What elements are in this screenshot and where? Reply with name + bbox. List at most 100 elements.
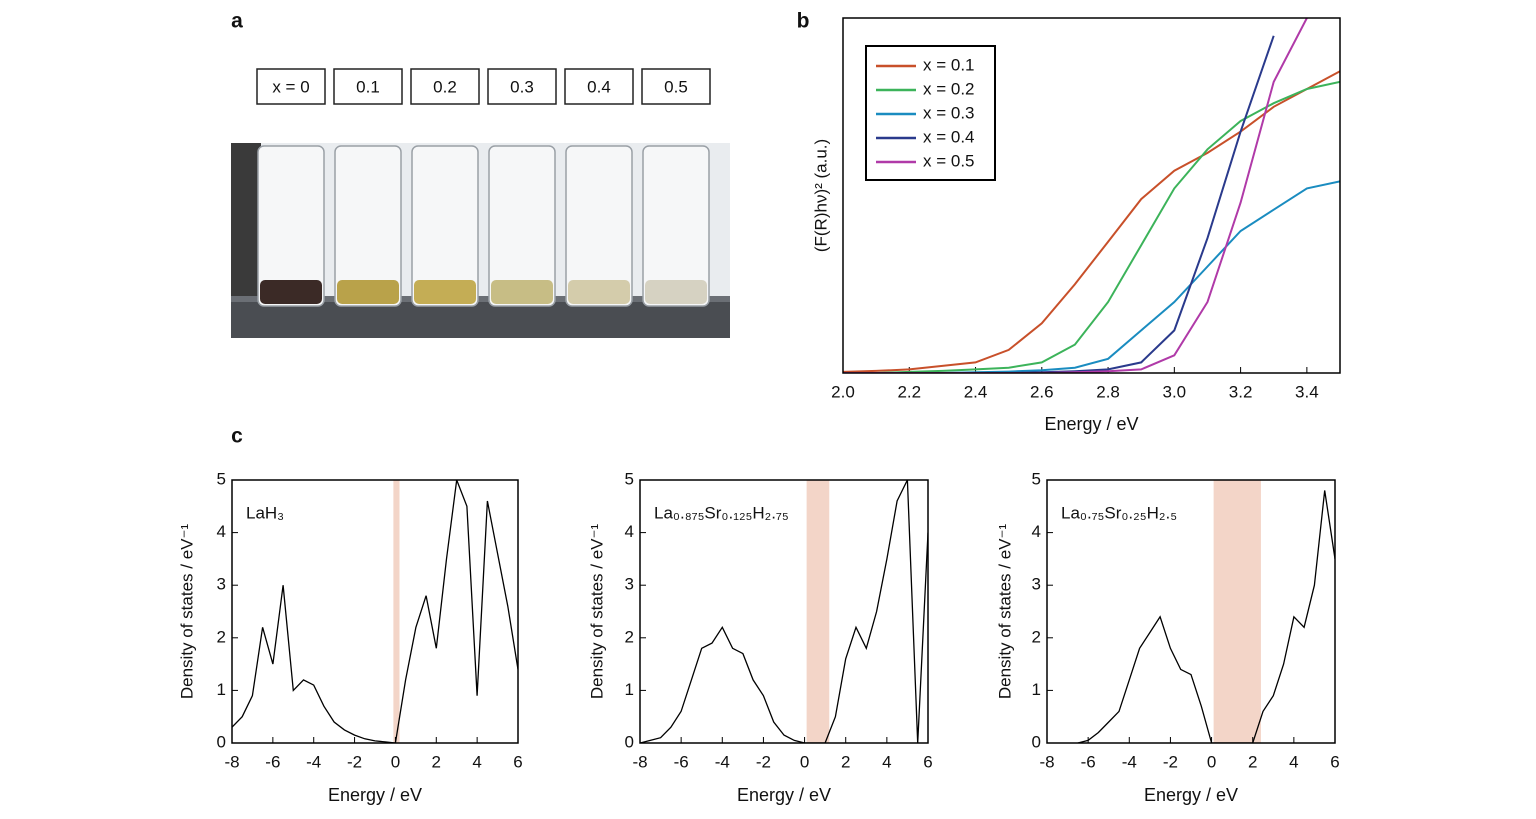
vial	[488, 145, 556, 307]
x-tick-label: 3.2	[1229, 382, 1253, 401]
x-tick-label: 2	[432, 752, 441, 771]
powder	[568, 280, 630, 304]
plot-frame	[639, 479, 929, 744]
x-tick-label: -6	[265, 752, 280, 771]
x-tick-label: -2	[1163, 752, 1178, 771]
y-tick-label: 5	[625, 469, 634, 488]
sample-label: 0.2	[433, 77, 457, 96]
y-tick-label: 0	[625, 732, 634, 751]
y-tick-label: 1	[1032, 680, 1041, 699]
legend-label: x = 0.1	[923, 55, 975, 74]
y-tick-label: 0	[217, 732, 226, 751]
band-gap	[393, 480, 400, 743]
powder	[414, 280, 476, 304]
band-gap	[1213, 480, 1261, 743]
powder	[337, 280, 399, 304]
y-tick-label: 2	[217, 627, 226, 646]
x-tick-label: -8	[1039, 752, 1054, 771]
x-tick-label: -4	[306, 752, 321, 771]
y-tick-label: 5	[217, 469, 226, 488]
vial	[642, 145, 710, 307]
dos-line	[640, 480, 928, 743]
x-axis-label: Energy / eV	[737, 785, 831, 805]
plot-frame	[842, 17, 1341, 374]
label-box	[564, 68, 634, 105]
annotation: La₀.₈₇₅Sr₀.₁₂₅H₂.₇₅	[654, 503, 789, 522]
x-tick-label: 0	[391, 752, 400, 771]
x-tick-label: 4	[882, 752, 891, 771]
vial	[411, 145, 479, 307]
x-tick-label: -4	[715, 752, 730, 771]
sample-label: 0.3	[510, 77, 534, 96]
sample-label: x = 0	[272, 77, 309, 96]
band-gap	[806, 480, 830, 743]
panel-label: a	[231, 10, 243, 33]
vial	[257, 145, 325, 307]
label-box	[256, 68, 326, 105]
legend-label: x = 0.5	[923, 151, 975, 170]
dos-line	[1077, 490, 1335, 743]
x-tick-label: 2.8	[1096, 382, 1120, 401]
plot-frame	[231, 479, 519, 744]
panel-label: c	[231, 425, 243, 448]
label-box	[410, 68, 480, 105]
plot-frame	[1046, 479, 1336, 744]
legend-label: x = 0.2	[923, 79, 975, 98]
x-tick-label: -2	[347, 752, 362, 771]
x-tick-label: -8	[632, 752, 647, 771]
x-tick-label: 0	[1207, 752, 1216, 771]
sample-label: 0.4	[587, 77, 611, 96]
x-tick-label: 3.0	[1163, 382, 1187, 401]
x-tick-label: 6	[923, 752, 932, 771]
y-tick-label: 4	[217, 522, 226, 541]
sample-label: 0.5	[664, 77, 688, 96]
x-tick-label: -4	[1122, 752, 1137, 771]
x-tick-label: -2	[756, 752, 771, 771]
annotation: LaH₃	[246, 503, 284, 522]
x-tick-label: 0	[800, 752, 809, 771]
y-tick-label: 3	[625, 575, 634, 594]
y-tick-label: 3	[1032, 575, 1041, 594]
y-tick-label: 3	[217, 575, 226, 594]
x-tick-label: 6	[1330, 752, 1339, 771]
x-tick-label: 4	[1289, 752, 1298, 771]
y-tick-label: 0	[1032, 732, 1041, 751]
x-tick-label: 6	[513, 752, 522, 771]
vial	[334, 145, 402, 307]
x-tick-label: 2.2	[897, 382, 921, 401]
x-tick-label: 2.0	[831, 382, 855, 401]
legend-label: x = 0.4	[923, 127, 975, 146]
label-box	[333, 68, 403, 105]
label-box	[641, 68, 711, 105]
dos-line	[232, 480, 518, 743]
x-axis-label: Energy / eV	[328, 785, 422, 805]
y-tick-label: 1	[625, 680, 634, 699]
powder	[491, 280, 553, 304]
x-tick-label: 2	[1248, 752, 1257, 771]
x-tick-label: -8	[224, 752, 239, 771]
vial-rack	[231, 296, 730, 302]
y-axis-label: (F(R)hν)² (a.u.)	[811, 139, 830, 252]
label-box	[487, 68, 557, 105]
y-tick-label: 2	[625, 627, 634, 646]
x-axis-label: Energy / eV	[1044, 414, 1138, 434]
y-axis-label: Density of states / eV⁻¹	[177, 524, 196, 700]
y-axis-label: Density of states / eV⁻¹	[995, 524, 1014, 700]
x-axis-label: Energy / eV	[1144, 785, 1238, 805]
y-tick-label: 4	[1032, 522, 1041, 541]
vial	[565, 145, 633, 307]
powder	[645, 280, 707, 304]
x-tick-label: -6	[1081, 752, 1096, 771]
annotation: La₀.₇₅Sr₀.₂₅H₂.₅	[1061, 503, 1177, 522]
panel-label: b	[797, 10, 810, 33]
y-axis-label: Density of states / eV⁻¹	[587, 524, 606, 700]
legend-label: x = 0.3	[923, 103, 975, 122]
x-tick-label: 2	[841, 752, 850, 771]
x-tick-label: 4	[472, 752, 481, 771]
x-tick-label: 3.4	[1295, 382, 1319, 401]
x-tick-label: -6	[674, 752, 689, 771]
y-tick-label: 1	[217, 680, 226, 699]
series-line	[843, 180, 1340, 373]
series-line	[843, 80, 1340, 373]
